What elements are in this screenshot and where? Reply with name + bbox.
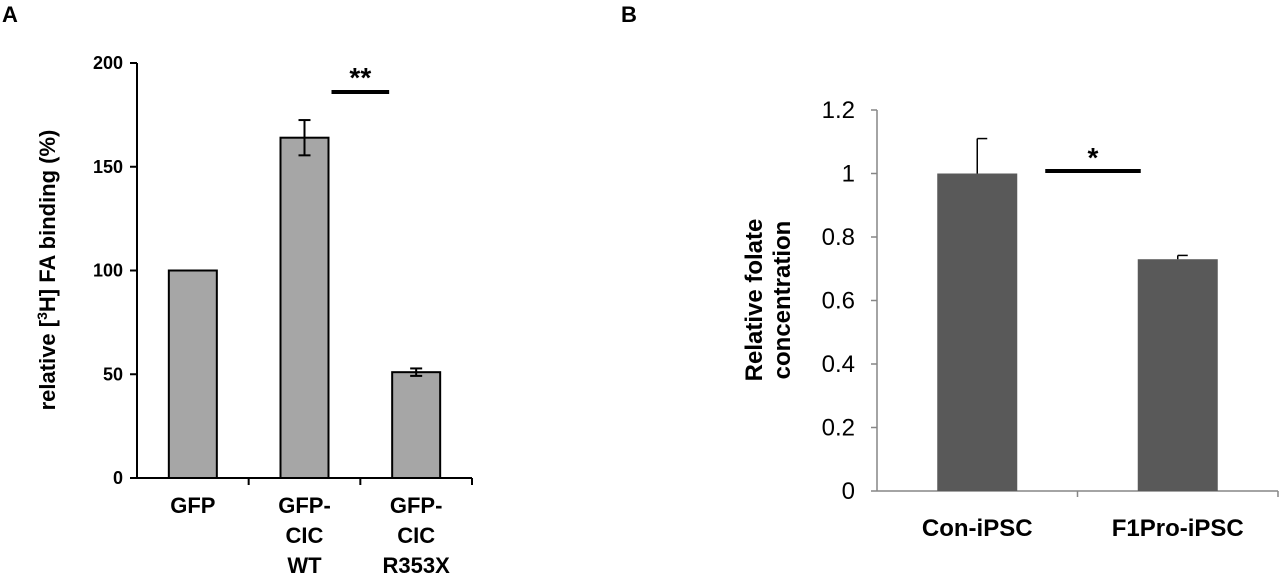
- y-tick-label: 150: [93, 157, 123, 177]
- y-axis-label: concentration: [769, 221, 796, 380]
- x-tick-label: CIC: [397, 523, 435, 548]
- significance-label: **: [349, 62, 371, 93]
- chart-panel-a: relative [3H] FA binding (%) 0 50 100 150 20…: [34, 53, 473, 578]
- bar: [167, 269, 218, 479]
- bar: [391, 371, 442, 479]
- panel-letter: B: [621, 2, 637, 27]
- x-tick-label: F1Pro-iPSC: [1112, 515, 1244, 542]
- y-tick-label: 0.2: [822, 415, 855, 442]
- y-tick-label: 1.2: [822, 97, 855, 124]
- x-tick-label: Con-iPSC: [922, 515, 1033, 542]
- y-axis-label: Relative folate: [741, 219, 768, 382]
- y-tick-label: 0.6: [822, 288, 855, 315]
- y-tick-label: 0.4: [822, 351, 855, 378]
- bar: [279, 136, 330, 479]
- x-tick-label: GFP-: [278, 493, 331, 518]
- x-tick-label: CIC: [286, 523, 324, 548]
- x-tick-label: GFP-: [390, 493, 443, 518]
- significance-label: *: [1088, 142, 1099, 173]
- bar: [1137, 259, 1218, 491]
- y-tick-label: 0: [113, 468, 123, 488]
- bar: [937, 173, 1018, 491]
- y-tick-label: 1: [842, 161, 855, 188]
- panel-letter: A: [2, 2, 18, 27]
- y-tick-label: 100: [93, 261, 123, 281]
- y-tick-label: 0: [842, 478, 855, 505]
- x-tick-label: WT: [287, 553, 322, 578]
- x-tick-label: R353X: [383, 553, 451, 578]
- y-tick-label: 50: [103, 364, 123, 384]
- chart-panel-b: Relative folate concentration 0 0.2 0.4 0.6…: [741, 97, 1279, 542]
- y-axis-label: relative [3H] FA binding (%): [34, 130, 60, 411]
- x-tick-label: GFP: [170, 493, 215, 518]
- y-tick-label: 200: [93, 53, 123, 73]
- y-tick-label: 0.8: [822, 224, 855, 251]
